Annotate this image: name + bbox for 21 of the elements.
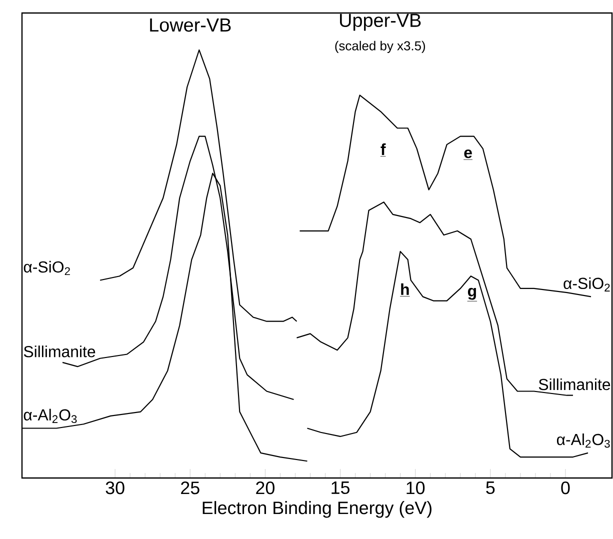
x-tick-label: 15 [332, 482, 350, 494]
annotation: h [401, 283, 409, 295]
x-tick-label: 20 [256, 482, 274, 494]
annotation: e [464, 149, 472, 158]
text: Sillimanite [24, 346, 96, 358]
x-tick-label: 10 [406, 482, 425, 494]
x-axis-title: Electron Binding Energy (eV) [202, 501, 432, 518]
text: α-SiO$_{2}$ [24, 260, 70, 276]
annotation: (scaled by x3.5) [335, 40, 426, 53]
annotation: f [380, 143, 386, 155]
text: Lower-VB [150, 18, 231, 32]
text: α-Al$_{2}$O$_{3}$ [556, 433, 610, 448]
series-label: α-Al$_{2}$O$_{3}$ [24, 408, 77, 424]
x-tick-label: 30 [106, 482, 124, 494]
text: Upper-VB [340, 14, 421, 31]
x-tick-label: 0 [561, 482, 570, 494]
annotation: g [468, 288, 476, 300]
x-tick-label: 5 [486, 482, 495, 494]
x-tick-label: 25 [181, 482, 200, 494]
series-label: Sillimanite [538, 378, 610, 390]
series-label: α-SiO$_{2}$ [564, 277, 610, 292]
